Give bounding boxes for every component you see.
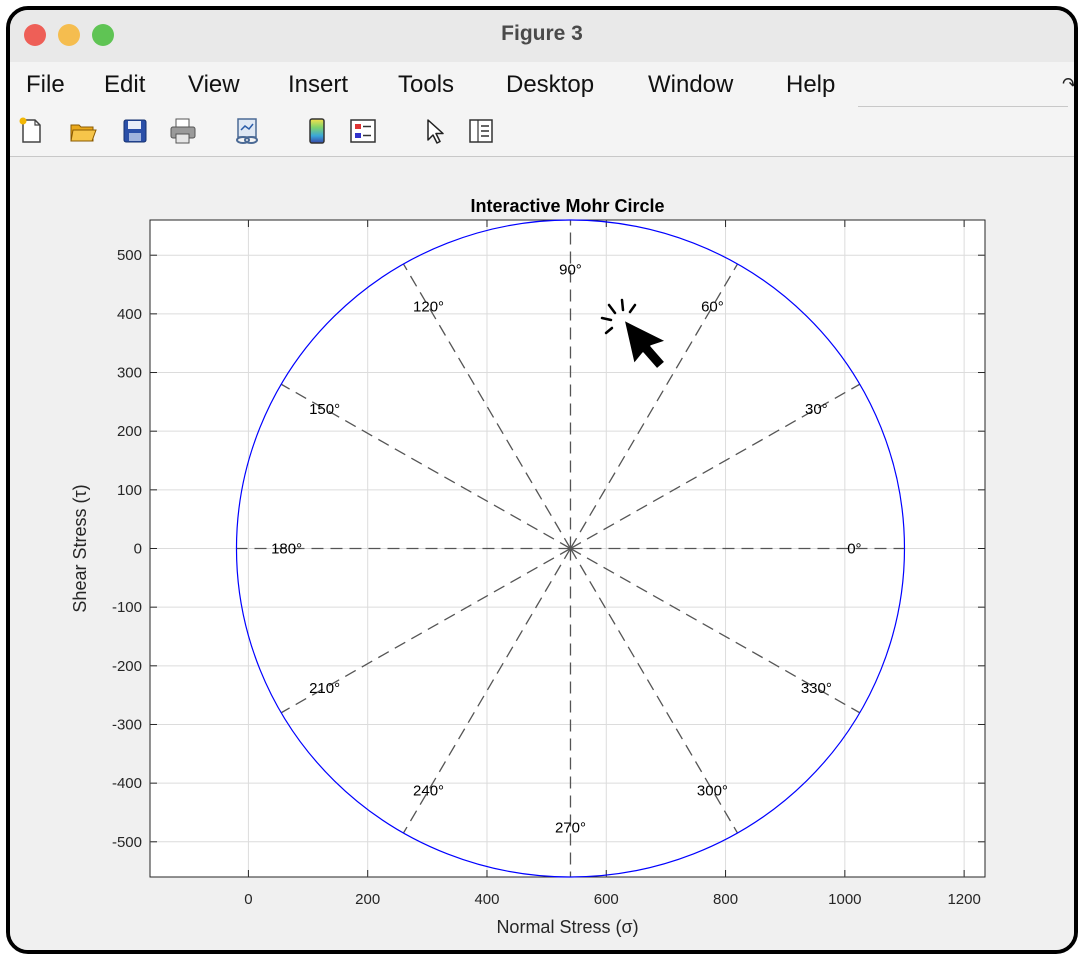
x-tick-label: 1200 [947,891,980,908]
link-plot-icon[interactable] [232,116,262,146]
menu-window[interactable]: Window [648,71,734,98]
angle-label: 150° [309,401,340,418]
y-tick-label: 400 [117,306,142,323]
y-tick-label: 100 [117,482,142,499]
figure-window: Figure 3 File Edit View Insert Tools Des… [6,6,1078,954]
x-tick-label: 400 [474,891,499,908]
angle-label: 30° [805,401,828,418]
angle-spoke [569,548,739,834]
y-tick-label: 200 [117,423,142,440]
menu-view[interactable]: View [188,71,240,98]
y-tick-label: -200 [112,658,142,675]
title-bar: Figure 3 [10,10,1074,62]
x-axis-label: Normal Stress (σ) [496,917,638,937]
chart-title: Interactive Mohr Circle [470,196,664,216]
menu-overflow-icon[interactable]: ↷ [1062,74,1078,94]
print-icon[interactable] [168,116,198,146]
close-window-button[interactable] [24,24,46,46]
angle-spoke [280,383,571,550]
angle-labels: 0° 30° 60° 90° 120° 150° 180° 210° 240° 270° 300° 3… [271,261,861,836]
angle-spoke [402,263,572,549]
figure-toolbar [10,108,1074,157]
angle-spoke [402,548,572,834]
angle-label: 300° [697,782,728,799]
y-tick-label: -400 [112,775,142,792]
y-tick-label: -100 [112,599,142,616]
menu-desktop[interactable]: Desktop [506,71,595,98]
angle-label: 270° [555,820,586,837]
save-icon[interactable] [120,116,150,146]
minimize-window-button[interactable] [58,24,80,46]
y-tick-label: 500 [117,247,142,264]
angle-label: 60° [701,299,724,316]
angle-label: 240° [413,782,444,799]
angle-spoke [570,547,861,714]
figure-canvas: 0 200 400 600 800 1000 1200 -500 -400 -300 -200 -10… [10,157,1074,954]
angle-spoke [569,263,739,549]
angle-label: 180° [271,541,302,558]
menu-bar: File Edit View Insert Tools Desktop Wind… [10,62,1074,108]
x-tick-label: 600 [594,891,619,908]
y-tick-label: 300 [117,365,142,382]
edit-plot-icon[interactable] [420,116,450,146]
grid-lines [150,220,985,877]
legend-icon[interactable] [348,116,378,146]
axis-ticks: 0 200 400 600 800 1000 1200-500-400-300-200-10… [112,220,985,908]
x-tick-label: 1000 [828,891,861,908]
menu-separator [858,106,1068,107]
x-tick-label: 800 [713,891,738,908]
window-title: Figure 3 [501,22,583,45]
x-tick-label: 0 [244,891,252,908]
y-tick-label: -500 [112,834,142,851]
property-inspector-icon[interactable] [466,116,496,146]
angle-label: 330° [801,680,832,697]
angle-label: 210° [309,680,340,697]
angle-label: 90° [559,261,582,278]
maximize-window-button[interactable] [92,24,114,46]
menu-tools[interactable]: Tools [398,71,455,98]
angle-spoke [280,547,571,714]
menu-file[interactable]: File [26,71,65,98]
open-file-icon[interactable] [68,116,98,146]
angle-label: 0° [847,541,861,558]
x-tick-label: 200 [355,891,380,908]
y-tick-label: -300 [112,716,142,733]
mohr-circle-line [235,219,906,878]
angle-spokes [236,220,905,877]
y-tick-label: 0 [134,541,142,558]
mohr-circle-plot[interactable]: 0 200 400 600 800 1000 1200-500-400-300-200-10… [10,157,1074,954]
click-cursor-icon [600,298,667,370]
menu-help[interactable]: Help [786,71,836,98]
angle-spoke [570,383,861,550]
angle-label: 120° [413,299,444,316]
menu-insert[interactable]: Insert [288,71,349,98]
colorbar-icon[interactable] [302,116,332,146]
new-figure-icon[interactable] [16,116,46,146]
menu-edit[interactable]: Edit [104,71,146,98]
y-axis-label: Shear Stress (τ) [70,484,90,612]
